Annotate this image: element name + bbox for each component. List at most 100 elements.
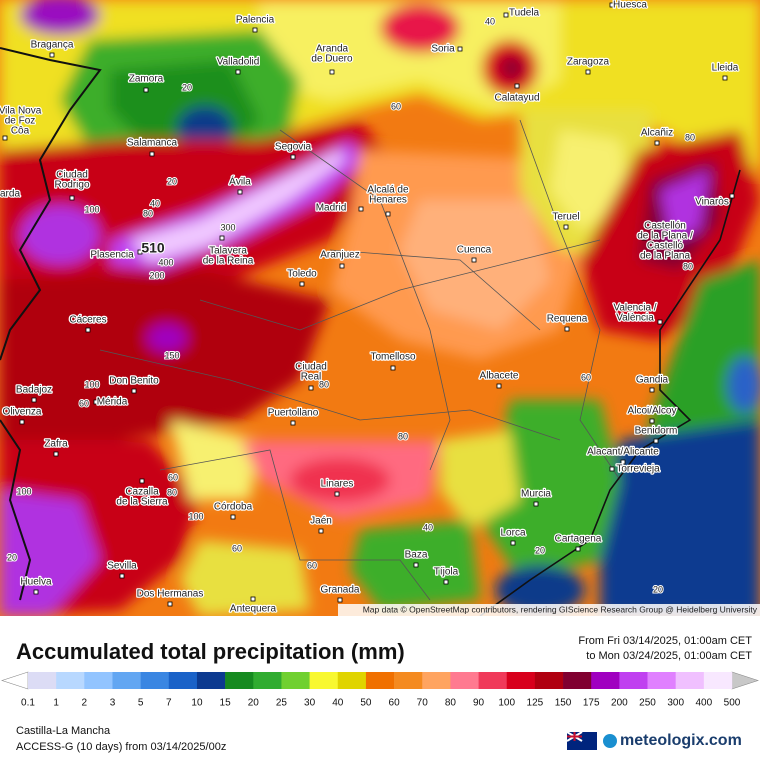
model-run: ACCESS-G (10 days) from 03/14/2025/00z: [16, 741, 226, 753]
contour-label: 80: [319, 379, 329, 389]
logo-text: meteologix.com: [620, 732, 742, 749]
precip-field: [0, 0, 760, 616]
city-dot: [230, 514, 236, 520]
city-label: Gandia: [636, 375, 669, 386]
city-label: Henares: [369, 195, 407, 206]
city-label: Castellón: [644, 221, 686, 232]
city-dot: [457, 46, 463, 52]
city-label: Palencia: [236, 15, 275, 26]
contour-label: 20: [535, 545, 545, 555]
city-dot: [2, 135, 8, 141]
legend: 0.1 1 2 3 5 7 10 15 20 25 30 40 50 60 70 80 90 100 125 150 1…: [1, 671, 759, 709]
city-label: Requena: [547, 314, 588, 325]
contour-label: 40: [150, 198, 160, 208]
city-dot: [385, 211, 391, 217]
city-dot: [33, 589, 39, 595]
legend-swatch: [337, 672, 367, 689]
city-label: Huelva: [20, 577, 52, 588]
city-label: Sevilla: [107, 561, 137, 572]
city-dot: [252, 27, 258, 33]
city-dot: [729, 193, 735, 199]
legend-label: 250: [639, 698, 656, 709]
city-label: Côa: [11, 126, 30, 137]
city-label: Ciudad: [295, 362, 327, 373]
city-label: Aranjuez: [320, 250, 359, 261]
city-dot: [503, 12, 509, 18]
city-dot: [358, 206, 364, 212]
contour-label: 400: [158, 257, 173, 267]
city-dot: [339, 263, 345, 269]
city-dot: [250, 596, 256, 602]
legend-label: 1: [53, 698, 59, 709]
legend-label: 400: [695, 698, 712, 709]
legend-label: 5: [138, 698, 144, 709]
legend-swatch: [534, 672, 564, 689]
city-dot: [649, 387, 655, 393]
city-dot: [119, 573, 125, 579]
contour-label: 80: [143, 208, 153, 218]
legend-swatch: [394, 672, 423, 689]
contour-label: 60: [232, 543, 242, 553]
city-label: Zaragoza: [567, 57, 610, 68]
attribution: Map data © OpenStreetMap contributors, r…: [363, 604, 758, 614]
contour-label: 200: [149, 270, 164, 280]
city-dot: [575, 546, 581, 552]
legend-label: 60: [389, 698, 401, 709]
city-dot: [318, 528, 324, 534]
city-dot: [131, 388, 137, 394]
legend-label: 40: [332, 698, 344, 709]
city-label: Cuenca: [457, 245, 492, 256]
contour-label: 100: [188, 511, 203, 521]
contour-label: 20: [167, 176, 177, 186]
city-dot: [137, 249, 143, 255]
city-dot: [69, 195, 75, 201]
city-label: Antequera: [230, 604, 277, 615]
legend-label: 300: [667, 698, 684, 709]
city-dot: [334, 491, 340, 497]
city-label: de la Plana /: [637, 231, 693, 242]
city-dot: [533, 501, 539, 507]
city-dot: [609, 466, 615, 472]
city-label: Soria: [431, 44, 455, 55]
city-label: Castelló: [647, 241, 684, 252]
legend-label: 7: [166, 698, 172, 709]
city-dot: [609, 2, 615, 8]
city-label: de la Plana: [640, 251, 690, 262]
contour-label: 60: [581, 372, 591, 382]
city-label: Alcoi/Alcoy: [628, 406, 677, 417]
city-label: Jaén: [310, 516, 332, 527]
legend-swatch: [225, 672, 254, 689]
city-label: Linares: [321, 479, 354, 490]
city-dot: [654, 140, 660, 146]
contour-label: 100: [16, 486, 31, 496]
city-label: Vinaròs: [695, 197, 729, 208]
city-dot: [139, 478, 145, 484]
city-label: Tomelloso: [370, 352, 415, 363]
contour-label: 40: [423, 522, 433, 532]
city-dot: [722, 75, 728, 81]
city-label: Córdoba: [214, 502, 253, 513]
contour-label: 100: [84, 379, 99, 389]
legend-swatch: [478, 672, 508, 689]
city-dot: [149, 151, 155, 157]
city-label: Torrevieja: [616, 464, 660, 475]
legend-label: 100: [498, 698, 515, 709]
city-label: Alcalá de: [367, 185, 409, 196]
date-to: to Mon 03/24/2025, 01:00am CET: [586, 650, 752, 662]
city-dot: [290, 420, 296, 426]
legend-swatch: [28, 672, 57, 689]
city-dot: [337, 597, 343, 603]
city-dot: [563, 224, 569, 230]
legend-label: 150: [555, 698, 572, 709]
legend-swatch: [281, 672, 310, 689]
contour-label: 20: [7, 552, 17, 562]
city-dot: [167, 601, 173, 607]
city-label: Alacant/Alicante: [587, 447, 659, 458]
city-dot: [413, 562, 419, 568]
legend-label: 25: [276, 698, 288, 709]
legend-swatch: [422, 672, 451, 689]
region: Castilla-La Mancha: [16, 725, 111, 737]
city-dot: [49, 52, 55, 58]
legend-swatch: [563, 672, 592, 689]
